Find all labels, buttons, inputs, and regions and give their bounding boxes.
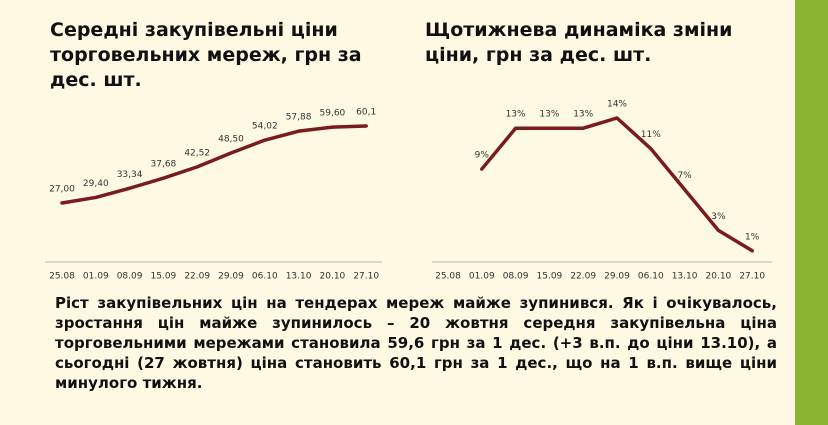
x-tick-label: 20.10 xyxy=(706,272,732,282)
x-tick-label: 13.10 xyxy=(286,272,312,282)
data-label: 13% xyxy=(506,110,526,120)
data-label: 14% xyxy=(607,100,627,110)
data-label: 11% xyxy=(641,130,661,140)
data-label: 54,02 xyxy=(252,122,278,132)
x-tick-label: 13.10 xyxy=(672,272,698,282)
data-label: 1% xyxy=(745,232,760,242)
data-label: 33,34 xyxy=(117,170,143,180)
line xyxy=(60,124,368,205)
x-tick-label: 25.08 xyxy=(49,272,75,282)
x-tick-label: 01.09 xyxy=(469,272,495,282)
data-label: 13% xyxy=(573,110,593,120)
data-label: 57,88 xyxy=(286,113,312,123)
x-tick-label: 29.09 xyxy=(218,272,244,282)
x-tick-label: 08.09 xyxy=(503,272,529,282)
x-tick-label: 27.10 xyxy=(353,272,379,282)
x-tick-label: 01.09 xyxy=(83,272,109,282)
data-label: 9% xyxy=(475,151,490,161)
x-tick-label: 22.09 xyxy=(570,272,596,282)
side-bar xyxy=(795,0,828,425)
x-tick-label: 29.09 xyxy=(604,272,630,282)
data-label: 27,00 xyxy=(49,185,75,195)
x-tick-label: 25.08 xyxy=(435,272,461,282)
data-label: 13% xyxy=(539,110,559,120)
data-label: 3% xyxy=(711,212,726,222)
data-label: 37,68 xyxy=(151,160,177,170)
line xyxy=(480,116,754,253)
x-tick-label: 06.10 xyxy=(252,272,278,282)
chart-title: Щотижнева динаміка зміни ціни, грн за де… xyxy=(425,19,733,66)
x-tick-label: 22.09 xyxy=(184,272,210,282)
x-tick-label: 08.09 xyxy=(117,272,143,282)
data-label: 42,52 xyxy=(184,148,210,158)
chart-title: Середні закупівельні ціни торговельних м… xyxy=(50,19,362,91)
charts: 25.08 27,00 01.09 29,40 08.09 33,34 15.09 37,68… xyxy=(45,100,772,282)
x-tick-label: 20.10 xyxy=(320,272,346,282)
paragraph: Ріст закупівельних цін на тендерах мереж… xyxy=(55,294,777,392)
data-label: 59,60 xyxy=(320,109,346,119)
x-tick-label: 27.10 xyxy=(739,272,765,282)
x-tick-label: 15.09 xyxy=(151,272,177,282)
x-tick-label: 15.09 xyxy=(537,272,563,282)
data-label: 7% xyxy=(677,171,692,181)
x-tick-label: 06.10 xyxy=(638,272,664,282)
data-label: 29,40 xyxy=(83,179,109,189)
data-label: 60,1 xyxy=(356,108,376,118)
data-label: 48,50 xyxy=(218,134,244,144)
